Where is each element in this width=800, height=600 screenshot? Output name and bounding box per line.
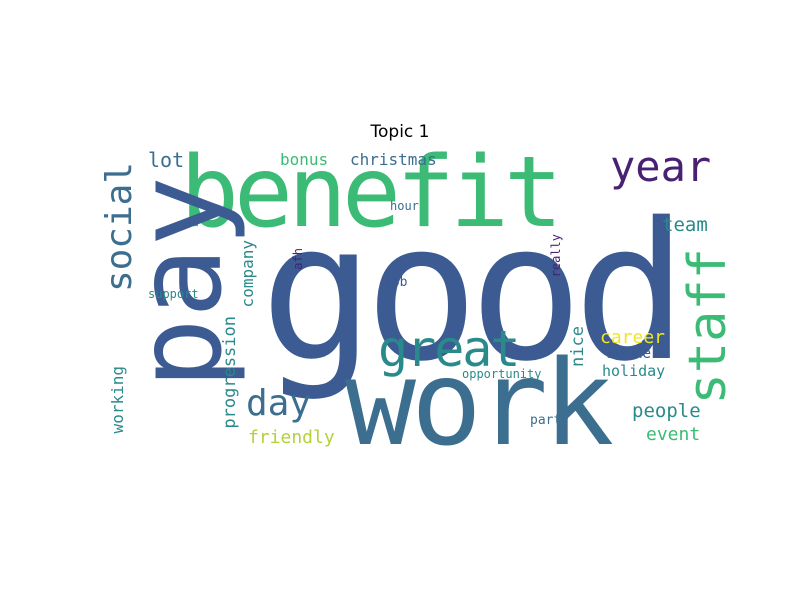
word-hour: hour: [390, 199, 419, 213]
word-cloud: good work benefit pay great staff year s…: [99, 136, 738, 462]
word-working: working: [108, 366, 127, 434]
word-progression: progression: [220, 316, 240, 429]
word-friendly: friendly: [248, 427, 335, 448]
word-lot: lot: [148, 148, 185, 172]
word-bonus: bonus: [280, 150, 329, 169]
word-year: year: [610, 142, 712, 191]
word-social: social: [99, 162, 140, 293]
word-benefit: benefit: [180, 136, 563, 250]
word-christmas: christmas: [350, 150, 437, 169]
word-good: good: [260, 182, 688, 403]
word-day: day: [246, 383, 312, 424]
word-summer: summer: [606, 344, 661, 362]
word-great: great: [378, 320, 521, 378]
word-holiday: holiday: [602, 362, 666, 380]
word-people: people: [632, 400, 701, 422]
word-really: really: [549, 234, 563, 278]
word-support: support: [148, 287, 199, 301]
word-nice: nice: [568, 326, 588, 367]
word-afh: afh: [291, 248, 305, 270]
word-team: team: [662, 214, 708, 236]
word-event: event: [646, 424, 701, 445]
word-staff: staff: [678, 248, 738, 405]
word-company: company: [238, 240, 257, 308]
word-job: job: [384, 275, 408, 290]
word-work: work: [345, 334, 614, 472]
word-career: career: [600, 327, 666, 348]
word-opportunity: opportunity: [462, 367, 542, 381]
word-party: party: [530, 413, 570, 428]
chart-title: Topic 1: [370, 122, 430, 142]
